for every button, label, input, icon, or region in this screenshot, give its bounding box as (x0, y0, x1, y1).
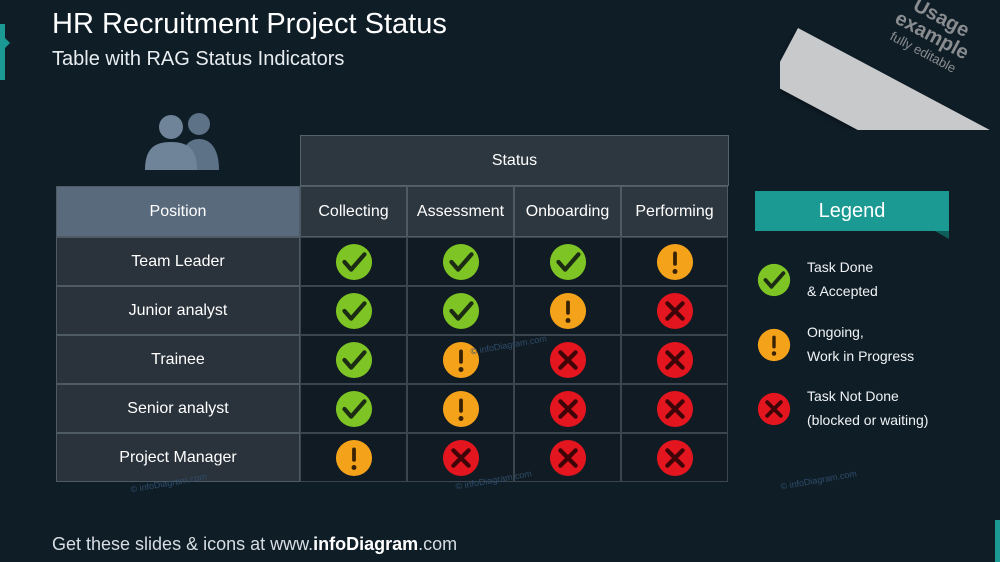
table-row: Senior analyst (56, 384, 728, 433)
status-cell (407, 335, 514, 384)
watermark: © infoDiagram.com (779, 468, 858, 492)
footer-prefix: Get these slides & icons at www. (52, 534, 314, 554)
check-circle-icon (442, 243, 479, 280)
legend-title: Legend (755, 191, 949, 231)
footer-suffix: .com (418, 534, 458, 554)
status-cell (300, 335, 407, 384)
check-circle-icon (442, 292, 479, 329)
legend-text: Task Done & Accepted (807, 255, 1000, 303)
exclamation-circle-icon (757, 328, 791, 362)
check-circle-icon (549, 243, 586, 280)
x-circle-icon (549, 390, 586, 427)
status-cell (514, 335, 621, 384)
position-column-header: Position (56, 186, 300, 237)
x-circle-icon (656, 390, 693, 427)
x-circle-icon (549, 439, 586, 476)
x-circle-icon (442, 439, 479, 476)
status-cell (300, 433, 407, 482)
row-label-junior-analyst: Junior analyst (56, 286, 300, 335)
column-header-collecting: Collecting (300, 186, 407, 237)
column-header-performing: Performing (621, 186, 728, 237)
x-circle-icon (656, 439, 693, 476)
table-header-row: Position Collecting Assessment Onboardin… (56, 186, 728, 237)
left-accent-bar (0, 24, 10, 80)
legend-text: Ongoing, Work in Progress (807, 320, 1000, 368)
x-circle-icon (656, 292, 693, 329)
page-subtitle: Table with RAG Status Indicators (52, 48, 345, 70)
status-cell (407, 433, 514, 482)
status-cell (514, 384, 621, 433)
legend-line: Work in Progress (807, 348, 915, 364)
status-cell (621, 433, 728, 482)
status-cell (621, 335, 728, 384)
status-group-header: Status (300, 135, 729, 186)
right-accent-bar (995, 520, 1000, 562)
status-cell (621, 286, 728, 335)
check-circle-icon (757, 263, 791, 297)
status-cell (621, 384, 728, 433)
footer-credit: Get these slides & icons at www.infoDiag… (52, 534, 457, 555)
status-cell (621, 237, 728, 286)
legend-fold (935, 231, 949, 239)
status-cell (407, 237, 514, 286)
people-group-icon (145, 113, 219, 170)
column-header-onboarding: Onboarding (514, 186, 621, 237)
legend-line: Ongoing, (807, 324, 864, 340)
x-circle-icon (757, 392, 791, 426)
status-cell (514, 237, 621, 286)
status-cell (407, 286, 514, 335)
row-label-senior-analyst: Senior analyst (56, 384, 300, 433)
status-cell (407, 384, 514, 433)
table-row: Junior analyst (56, 286, 728, 335)
x-circle-icon (656, 341, 693, 378)
table-row: Team Leader (56, 237, 728, 286)
exclamation-circle-icon (442, 390, 479, 427)
status-cell (300, 286, 407, 335)
check-circle-icon (335, 292, 372, 329)
ribbon-text: Usage example fully editable (872, 0, 995, 84)
legend-line: Task Not Done (807, 388, 899, 404)
exclamation-circle-icon (442, 341, 479, 378)
page-title: HR Recruitment Project Status (52, 8, 447, 40)
row-label-project-manager: Project Manager (56, 433, 300, 482)
row-label-trainee: Trainee (56, 335, 300, 384)
status-cell (514, 433, 621, 482)
check-circle-icon (335, 341, 372, 378)
status-cell (300, 237, 407, 286)
legend-line: & Accepted (807, 283, 878, 299)
table-row: Trainee (56, 335, 728, 384)
table-row: Project Manager (56, 433, 728, 482)
legend-text: Task Not Done (blocked or waiting) (807, 384, 1000, 432)
exclamation-circle-icon (335, 439, 372, 476)
check-circle-icon (335, 390, 372, 427)
exclamation-circle-icon (549, 292, 586, 329)
x-circle-icon (549, 341, 586, 378)
usage-example-ribbon: Usage example fully editable (780, 0, 1000, 130)
status-cell (300, 384, 407, 433)
legend-line: Task Done (807, 259, 874, 275)
column-header-assessment: Assessment (407, 186, 514, 237)
exclamation-circle-icon (656, 243, 693, 280)
status-cell (514, 286, 621, 335)
row-label-team-leader: Team Leader (56, 237, 300, 286)
footer-brand: infoDiagram (313, 534, 419, 554)
legend-line: (blocked or waiting) (807, 412, 929, 428)
check-circle-icon (335, 243, 372, 280)
